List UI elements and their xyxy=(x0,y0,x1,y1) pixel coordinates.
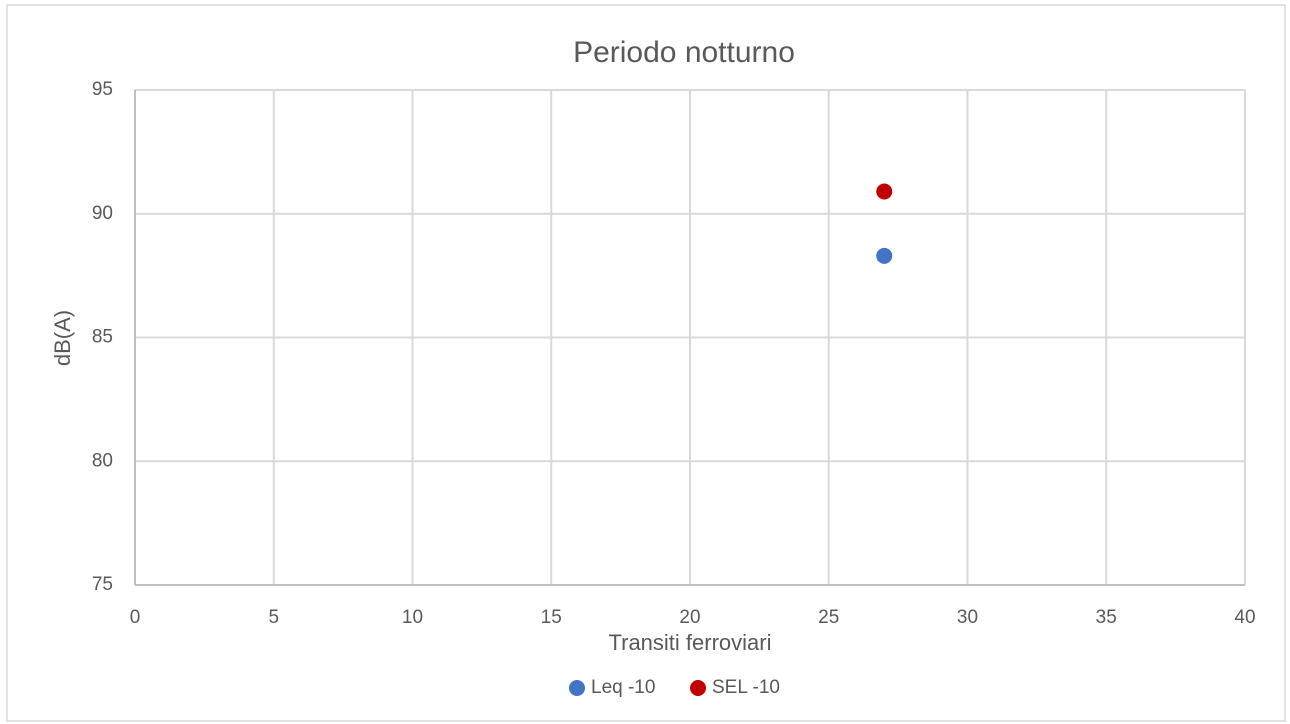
x-tick-label: 35 xyxy=(1096,607,1117,628)
x-tick-label: 40 xyxy=(1234,607,1255,628)
y-tick-label: 95 xyxy=(92,79,113,100)
y-axis-label: dB(A) xyxy=(50,310,75,366)
y-tick-label: 90 xyxy=(92,203,113,224)
legend-marker xyxy=(569,680,585,696)
x-axis-label: Transiti ferroviari xyxy=(609,630,772,655)
legend-marker xyxy=(690,680,706,696)
x-tick-label: 5 xyxy=(268,607,279,628)
point xyxy=(876,183,893,200)
x-tick-label: 0 xyxy=(130,607,141,628)
x-tick-label: 25 xyxy=(818,607,839,628)
x-tick-label: 15 xyxy=(541,607,562,628)
x-tick-label: 30 xyxy=(957,607,978,628)
y-tick-label: 80 xyxy=(92,450,113,471)
x-tick-label: 10 xyxy=(402,607,423,628)
chart-title: Periodo notturno xyxy=(573,36,795,69)
legend-label: SEL -10 xyxy=(712,677,780,698)
y-tick-label: 85 xyxy=(92,327,113,348)
legend-label: Leq -10 xyxy=(591,677,655,698)
y-tick-label: 75 xyxy=(92,574,113,595)
point xyxy=(876,247,893,264)
chart-frame xyxy=(6,4,1286,722)
x-tick-label: 20 xyxy=(679,607,700,628)
